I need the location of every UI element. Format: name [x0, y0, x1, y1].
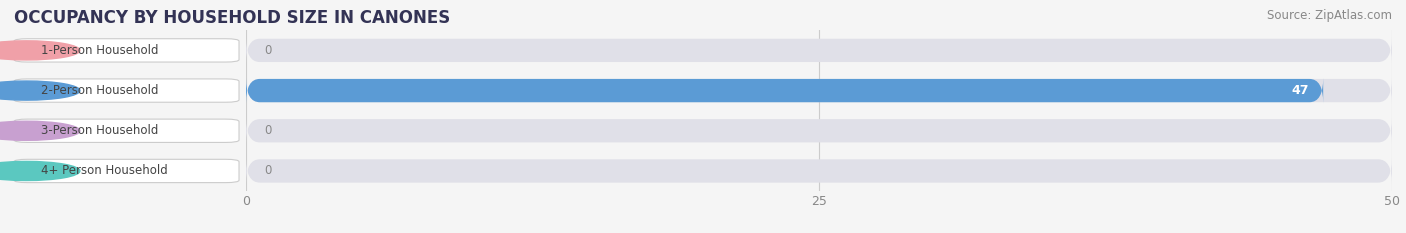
FancyBboxPatch shape [14, 119, 239, 142]
Circle shape [0, 121, 80, 140]
Text: 47: 47 [1292, 84, 1309, 97]
Text: 0: 0 [264, 164, 271, 178]
Text: 0: 0 [264, 44, 271, 57]
Text: OCCUPANCY BY HOUSEHOLD SIZE IN CANONES: OCCUPANCY BY HOUSEHOLD SIZE IN CANONES [14, 9, 450, 27]
FancyBboxPatch shape [246, 38, 1392, 63]
FancyBboxPatch shape [246, 78, 1392, 103]
Circle shape [0, 81, 80, 100]
Text: 2-Person Household: 2-Person Household [41, 84, 159, 97]
FancyBboxPatch shape [14, 79, 239, 102]
FancyBboxPatch shape [14, 39, 239, 62]
FancyBboxPatch shape [246, 158, 1392, 183]
Text: 1-Person Household: 1-Person Household [41, 44, 159, 57]
Text: 0: 0 [264, 124, 271, 137]
Circle shape [0, 41, 80, 60]
Text: Source: ZipAtlas.com: Source: ZipAtlas.com [1267, 9, 1392, 22]
Circle shape [0, 161, 80, 181]
Text: 4+ Person Household: 4+ Person Household [41, 164, 167, 178]
Text: 3-Person Household: 3-Person Household [41, 124, 159, 137]
FancyBboxPatch shape [246, 78, 1323, 103]
FancyBboxPatch shape [14, 159, 239, 183]
FancyBboxPatch shape [246, 118, 1392, 143]
